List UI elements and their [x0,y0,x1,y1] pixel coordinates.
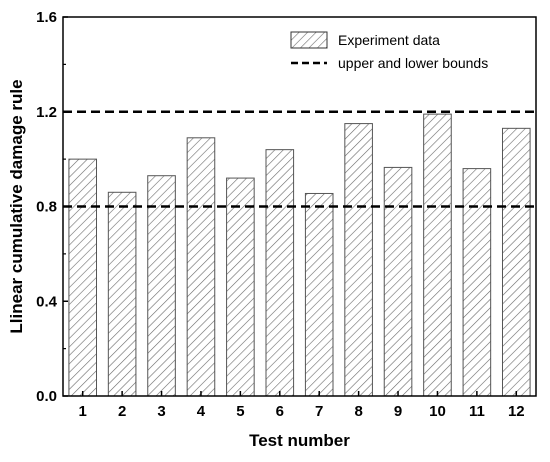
x-axis-title: Test number [249,431,350,450]
bar-test-10 [423,113,452,397]
legend-label-experiment: Experiment data [338,32,440,48]
x-tick-label-7: 7 [315,403,323,420]
x-tick-label-2: 2 [118,403,126,420]
y-axis-title: Llinear cumulative damage rule [7,79,26,333]
bar-test-1 [68,158,98,397]
x-tick-label-9: 9 [394,403,402,420]
bar-test-9 [383,166,413,397]
bars-layer [68,113,531,397]
x-tick-label-1: 1 [79,403,87,420]
legend-swatch-experiment [290,31,328,49]
y-tick-label: 0.4 [36,293,58,310]
bar-test-6 [265,149,295,397]
bar-test-5 [226,177,255,397]
legend: Experiment data upper and lower bounds [290,31,488,71]
legend-label-bounds: upper and lower bounds [338,55,488,71]
bar-test-7 [304,192,334,397]
x-tick-label-10: 10 [429,403,446,420]
x-tick-label-8: 8 [354,403,362,420]
y-tick-label: 0.8 [36,199,57,216]
x-tick-label-4: 4 [197,403,206,420]
x-tick-label-3: 3 [157,403,165,420]
y-axis-ticks: 0.0 0.4 0.8 1.2 1.6 [36,9,68,405]
x-tick-label-5: 5 [236,403,244,420]
y-tick-label: 1.6 [36,9,57,26]
x-tick-label-12: 12 [508,403,525,420]
x-tick-label-6: 6 [276,403,284,420]
y-tick-label: 0.0 [36,388,57,405]
y-tick-label: 1.2 [36,104,57,121]
bar-test-11 [462,168,492,397]
x-axis-ticks: 1 2 3 4 5 6 7 8 9 10 11 12 [79,391,525,420]
bar-test-2 [107,191,137,397]
reference-lines-layer [63,110,536,208]
bar-test-12 [501,127,531,397]
bar-test-3 [147,175,176,397]
x-tick-label-11: 11 [469,403,485,420]
bar-test-4 [186,137,216,397]
bar-test-8 [344,123,373,397]
